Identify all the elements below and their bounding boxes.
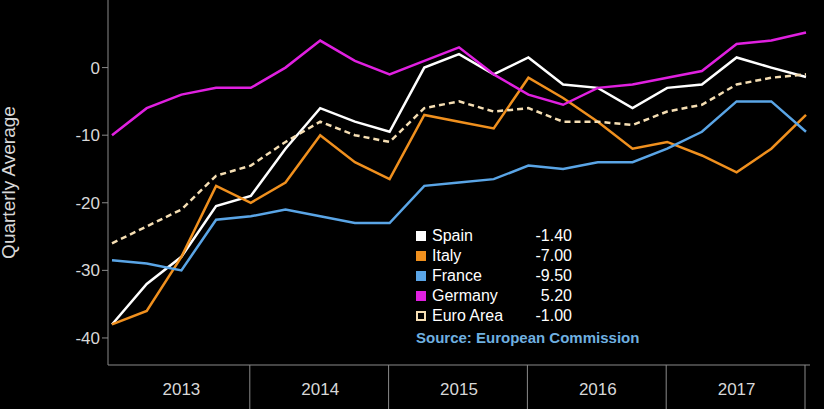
- html-text:-1.00: -1.00: [535, 307, 572, 324]
- html-text:Source: European Commission: Source: European Commission: [416, 329, 640, 346]
- svg-text:2015: 2015: [440, 380, 478, 399]
- html-text:Euro Area: Euro Area: [432, 307, 504, 324]
- svg-text:-30: -30: [75, 261, 100, 280]
- html-text:Spain: Spain: [432, 227, 473, 244]
- html-text:France: France: [432, 267, 482, 284]
- html-text:-7.00: -7.00: [535, 247, 572, 264]
- svg-text:-10: -10: [75, 126, 100, 145]
- html-text:Germany: Germany: [432, 287, 498, 304]
- svg-text:2013: 2013: [162, 380, 200, 399]
- html-text:-1.40: -1.40: [535, 227, 572, 244]
- svg-text:2016: 2016: [579, 380, 617, 399]
- svg-text:2017: 2017: [718, 380, 756, 399]
- svg-text:0: 0: [91, 59, 100, 78]
- svg-text:-20: -20: [75, 194, 100, 213]
- html-text:Italy: Italy: [432, 247, 462, 264]
- svg-text:2014: 2014: [301, 380, 339, 399]
- html-text:5.20: 5.20: [540, 287, 572, 304]
- svg-text:Quarterly Average: Quarterly Average: [8, 106, 19, 259]
- html-text:-9.50: -9.50: [535, 267, 572, 284]
- svg-text:-40: -40: [75, 329, 100, 348]
